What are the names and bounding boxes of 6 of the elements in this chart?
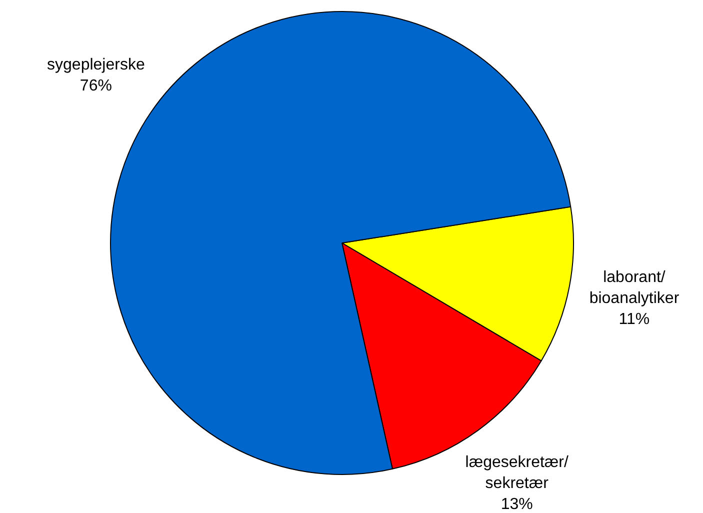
- data-label: 76%: [80, 78, 112, 95]
- slice-label: sygeplejerske: [47, 56, 145, 74]
- slice-label: laborant/bioanalytiker: [589, 269, 680, 308]
- slice-label: lægesekretær/sekretær: [465, 454, 569, 492]
- data-label: 11%: [618, 311, 650, 328]
- data-label: 13%: [500, 496, 533, 513]
